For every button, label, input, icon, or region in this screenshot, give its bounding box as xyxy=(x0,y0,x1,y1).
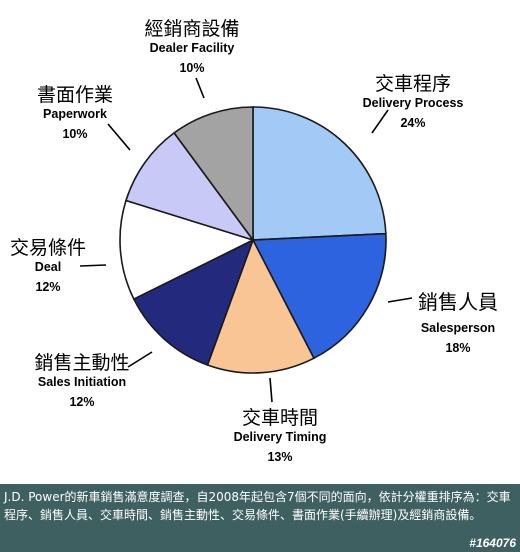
label-en: Deal xyxy=(34,260,62,274)
pie-slice-paperwork xyxy=(124,131,256,242)
label-delivery-process: 交車程序 Delivery Process 24% xyxy=(338,73,488,132)
label-pct: 12% xyxy=(35,280,61,294)
label-salesperson: 銷售人員 Salesperson 18% xyxy=(396,290,520,357)
caption-text: J.D. Power的新車銷售滿意度調查，自2008年起包含7個不同的面向，依計… xyxy=(4,490,511,522)
label-en: Sales Initiation xyxy=(37,375,127,389)
label-paperwork: 書面作業 Paperwork 10% xyxy=(20,84,130,143)
pie-slice-delivery-process xyxy=(252,106,387,241)
label-en: Delivery Process xyxy=(362,96,464,110)
caption-box: J.D. Power的新車銷售滿意度調查，自2008年起包含7個不同的面向，依計… xyxy=(0,484,520,552)
label-dealer-facility: 經銷商設備 Dealer Facility 10% xyxy=(127,18,257,77)
leader-line-paperwork xyxy=(107,123,131,151)
leader-line-dealer-facility xyxy=(195,77,205,99)
label-zh: 書面作業 xyxy=(36,84,113,106)
label-zh: 交車時間 xyxy=(241,407,318,429)
label-pct: 12% xyxy=(69,395,95,409)
leader-line-delivery-process xyxy=(371,109,389,134)
label-en: Salesperson xyxy=(420,321,496,335)
label-pct: 10% xyxy=(62,127,88,141)
label-zh: 銷售主動性 xyxy=(34,352,130,374)
pie-chart: 經銷商設備 Dealer Facility 10% 交車程序 Delivery … xyxy=(0,18,520,466)
label-zh: 經銷商設備 xyxy=(144,18,240,40)
pie-slice-sales-initiation xyxy=(132,238,255,367)
label-pct: 10% xyxy=(179,61,205,75)
pie-slice-dealer-facility xyxy=(173,106,254,243)
pie-slice-salesperson xyxy=(251,232,387,360)
label-zh: 交易條件 xyxy=(9,237,86,259)
label-en: Paperwork xyxy=(43,107,107,121)
pie-slice-deal xyxy=(119,199,256,301)
leader-line-delivery-timing xyxy=(269,377,273,403)
label-sales-initiation: 銷售主動性 Sales Initiation 12% xyxy=(12,352,152,411)
leader-line-salesperson xyxy=(387,297,413,303)
label-en: Delivery Timing xyxy=(233,430,327,444)
label-zh: 銷售人員 xyxy=(418,290,498,314)
leader-line-sales-initiation xyxy=(127,351,153,368)
label-en: Dealer Facility xyxy=(149,41,235,55)
label-deal: 交易條件 Deal 12% xyxy=(0,237,96,296)
pie-slice-delivery-timing xyxy=(206,238,316,374)
watermark: #164076 xyxy=(469,536,516,550)
leader-line-deal xyxy=(79,264,107,267)
label-zh: 交車程序 xyxy=(374,73,451,95)
label-pct: 18% xyxy=(445,341,471,355)
label-pct: 24% xyxy=(400,116,426,130)
label-delivery-timing: 交車時間 Delivery Timing 13% xyxy=(210,407,350,466)
pie-svg xyxy=(79,77,413,403)
label-pct: 13% xyxy=(267,450,293,464)
